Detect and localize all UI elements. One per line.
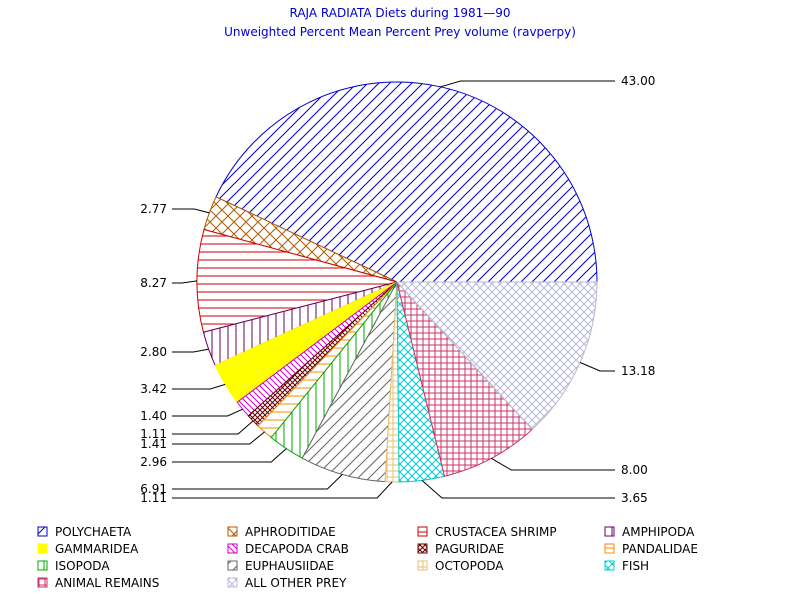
- legend-label: EUPHAUSIIDAE: [245, 559, 334, 573]
- legend-swatch: [227, 560, 238, 571]
- legend-label: FISH: [622, 559, 649, 573]
- legend-label: GAMMARIDEA: [55, 542, 139, 556]
- leader-line-crustacea-shrimp: [172, 280, 198, 284]
- value-label-polychaeta: 43.00: [621, 74, 655, 88]
- legend-swatch: [37, 577, 48, 588]
- legend-item-isopoda: ISOPODA: [37, 559, 110, 573]
- leader-line-all-other-prey: [579, 362, 615, 372]
- value-label-animal-remains: 8.00: [621, 463, 648, 477]
- value-label-crustacea-shrimp: 8.27: [140, 276, 167, 290]
- value-label-fish: 3.65: [621, 491, 648, 505]
- leader-line-euphausiidae: [172, 474, 343, 490]
- leader-line-gammaridea: [172, 383, 226, 390]
- legend-item-pandalidae: PANDALIDAE: [604, 542, 698, 556]
- legend-item-polychaeta: POLYCHAETA: [37, 525, 132, 539]
- leader-line-isopoda: [172, 448, 287, 463]
- legend-item-all-other-prey: ALL OTHER PREY: [227, 576, 347, 590]
- legend-item-animal-remains: ANIMAL REMAINS: [37, 576, 159, 590]
- legend-label: DECAPODA CRAB: [245, 542, 349, 556]
- legend-swatch: [37, 560, 48, 571]
- legend-item-aphroditidae: APHRODITIDAE: [227, 525, 336, 539]
- leader-line-paguridae: [172, 420, 254, 435]
- legend-label: PANDALIDAE: [622, 542, 698, 556]
- legend-swatch: [227, 526, 238, 537]
- pie-slices: [196, 81, 598, 483]
- legend-label: PAGURIDAE: [435, 542, 504, 556]
- legend-item-octopoda: OCTOPODA: [417, 559, 504, 573]
- legend-swatch: [227, 577, 238, 588]
- value-label-decapoda-crab: 1.40: [140, 409, 167, 423]
- leader-line-decapoda-crab: [172, 408, 243, 417]
- legend-label: ALL OTHER PREY: [245, 576, 347, 590]
- legend-item-amphipoda: AMPHIPODA: [604, 525, 695, 539]
- legend-item-crustacea-shrimp: CRUSTACEA SHRIMP: [417, 525, 557, 539]
- value-label-euphausiidae: 6.91: [140, 482, 167, 496]
- legend-item-paguridae: PAGURIDAE: [417, 542, 504, 556]
- legend-swatch: [417, 543, 428, 554]
- legend-label: OCTOPODA: [435, 559, 504, 573]
- legend-swatch: [227, 543, 238, 554]
- legend-item-fish: FISH: [604, 559, 649, 573]
- leader-line-octopoda: [172, 481, 393, 499]
- legend-label: CRUSTACEA SHRIMP: [435, 525, 557, 539]
- leader-line-amphipoda: [172, 348, 209, 353]
- value-label-octopoda: 1.11: [140, 491, 167, 505]
- slice-value-labels: 43.002.778.272.803.421.401.111.412.966.9…: [140, 74, 655, 505]
- chart-title: RAJA RADIATA Diets during 1981—90: [289, 6, 510, 20]
- slice-all-other-prey: [395, 281, 598, 431]
- leader-line-aphroditidae: [172, 208, 210, 214]
- value-label-all-other-prey: 13.18: [621, 364, 655, 378]
- legend-item-gammaridea: GAMMARIDEA: [37, 542, 139, 556]
- value-label-isopoda: 2.96: [140, 455, 167, 469]
- legend-swatch: [417, 560, 428, 571]
- value-label-paguridae: 1.11: [140, 427, 167, 441]
- legend: POLYCHAETA APHRODITIDAE CRUSTACEA SHRIMP AM…: [37, 525, 698, 590]
- legend-swatch: [604, 526, 615, 537]
- legend-label: ANIMAL REMAINS: [55, 576, 159, 590]
- legend-label: POLYCHAETA: [55, 525, 132, 539]
- legend-label: APHRODITIDAE: [245, 525, 336, 539]
- leader-line-polychaeta: [440, 80, 615, 88]
- slice-animal-remains: [396, 281, 533, 477]
- legend-item-decapoda-crab: DECAPODA CRAB: [227, 542, 349, 556]
- legend-swatch: [604, 560, 615, 571]
- legend-swatch: [37, 526, 48, 537]
- legend-swatch: [37, 543, 48, 554]
- chart-subtitle: Unweighted Percent Mean Percent Prey vol…: [224, 25, 576, 39]
- leader-line-animal-remains: [491, 457, 615, 471]
- leader-line-fish: [421, 480, 615, 499]
- legend-label: AMPHIPODA: [622, 525, 695, 539]
- value-label-amphipoda: 2.80: [140, 345, 167, 359]
- legend-item-euphausiidae: EUPHAUSIIDAE: [227, 559, 334, 573]
- slice-crustacea-shrimp: [196, 228, 399, 333]
- value-label-aphroditidae: 2.77: [140, 202, 167, 216]
- leader-line-pandalidae: [172, 431, 265, 445]
- legend-label: ISOPODA: [55, 559, 110, 573]
- value-label-pandalidae: 1.41: [140, 437, 167, 451]
- legend-swatch: [417, 526, 428, 537]
- legend-swatch: [604, 543, 615, 554]
- value-label-gammaridea: 3.42: [140, 382, 167, 396]
